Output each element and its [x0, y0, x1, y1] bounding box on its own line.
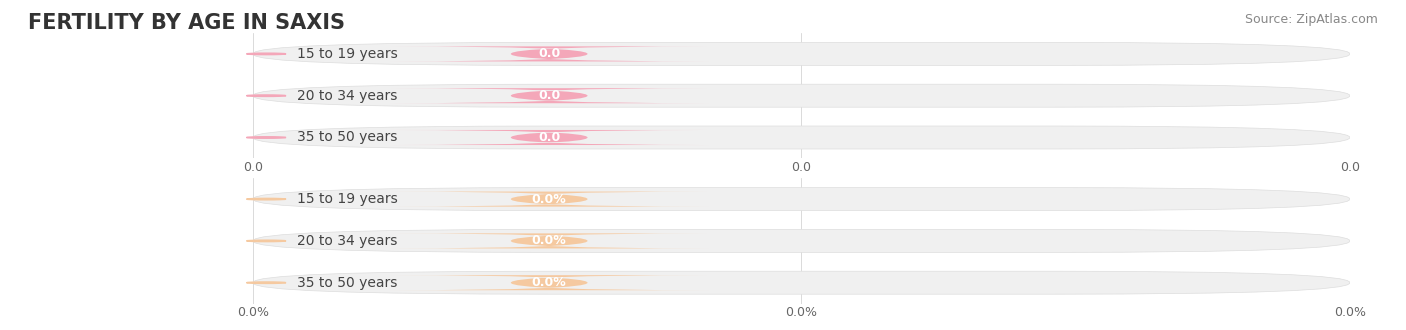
- Text: 0.0: 0.0: [538, 89, 561, 102]
- Text: Source: ZipAtlas.com: Source: ZipAtlas.com: [1244, 13, 1378, 26]
- Text: 20 to 34 years: 20 to 34 years: [297, 89, 398, 103]
- FancyBboxPatch shape: [253, 271, 1350, 294]
- Circle shape: [246, 198, 285, 200]
- Text: 0.0%: 0.0%: [531, 193, 567, 206]
- Text: 0.0%: 0.0%: [531, 276, 567, 289]
- Text: 0.0: 0.0: [538, 131, 561, 144]
- FancyBboxPatch shape: [253, 229, 1350, 252]
- FancyBboxPatch shape: [391, 275, 709, 290]
- FancyBboxPatch shape: [253, 187, 1350, 211]
- Text: 15 to 19 years: 15 to 19 years: [297, 47, 398, 61]
- FancyBboxPatch shape: [391, 47, 709, 61]
- Text: 35 to 50 years: 35 to 50 years: [297, 276, 398, 290]
- FancyBboxPatch shape: [391, 192, 709, 207]
- FancyBboxPatch shape: [253, 126, 1350, 149]
- FancyBboxPatch shape: [253, 84, 1350, 107]
- Text: 35 to 50 years: 35 to 50 years: [297, 130, 398, 145]
- Circle shape: [246, 282, 285, 283]
- Circle shape: [246, 53, 285, 55]
- Text: 0.0%: 0.0%: [531, 234, 567, 248]
- Text: 0.0: 0.0: [538, 48, 561, 60]
- Circle shape: [246, 240, 285, 242]
- Text: 20 to 34 years: 20 to 34 years: [297, 234, 398, 248]
- Circle shape: [246, 137, 285, 138]
- Circle shape: [246, 95, 285, 96]
- Text: FERTILITY BY AGE IN SAXIS: FERTILITY BY AGE IN SAXIS: [28, 13, 344, 33]
- Text: 15 to 19 years: 15 to 19 years: [297, 192, 398, 206]
- FancyBboxPatch shape: [391, 130, 709, 145]
- FancyBboxPatch shape: [391, 88, 709, 103]
- FancyBboxPatch shape: [253, 42, 1350, 65]
- FancyBboxPatch shape: [391, 233, 709, 248]
